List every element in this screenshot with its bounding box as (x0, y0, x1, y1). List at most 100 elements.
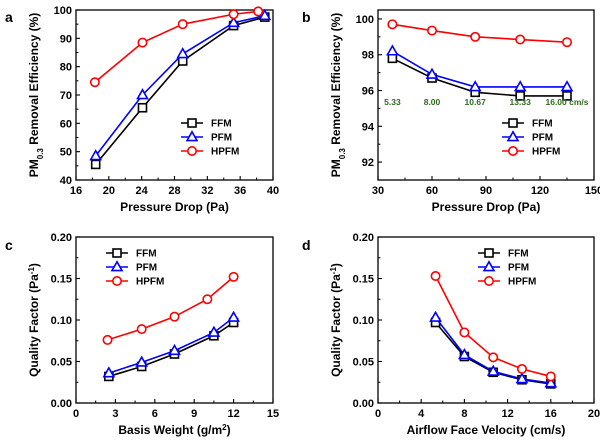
x-tick-label: 8 (461, 408, 467, 420)
x-tick-label: 40 (267, 185, 279, 197)
series-pfm (102, 310, 240, 378)
x-axis-label: Basis Weight (g/m2) (118, 423, 230, 438)
legend-marker (482, 260, 496, 272)
x-tick-label: 15 (267, 408, 279, 420)
data-point (176, 47, 190, 59)
panel-label: a (5, 9, 13, 25)
y-tick-label: 80 (60, 62, 72, 74)
x-tick-label: 0 (73, 408, 79, 420)
y-tick-label: 0.20 (353, 232, 374, 244)
y-axis-label: Quality Factor (Pa-1) (27, 263, 42, 377)
series-line (95, 16, 266, 165)
legend-marker (112, 275, 123, 286)
data-point (426, 25, 437, 36)
data-point (168, 343, 181, 356)
legend: FFM PFM HPFM (181, 118, 239, 158)
panel-d: d 0 4 8 12 16 20 0.00 0.05 0.10 0.15 0.20 Airflow Fa… (302, 232, 600, 437)
data-point (137, 37, 148, 48)
y-tick-label: 0.00 (353, 398, 374, 410)
y-tick-label: 92 (362, 157, 374, 169)
velocity-annotation: 10.67 (465, 97, 487, 107)
data-point (515, 372, 529, 384)
legend-marker (187, 146, 198, 157)
legend-label: PFM (508, 263, 529, 274)
panel-c: c 0 3 6 9 12 15 0.00 0.05 0.10 0.15 0.20 Basis Weigh… (5, 232, 279, 437)
y-tick-label: 0.15 (353, 274, 374, 286)
y-axis-label: PM0.3 Removal Efficiency (%) (329, 13, 347, 178)
data-point (560, 80, 574, 92)
legend-marker (506, 130, 520, 142)
data-point (562, 91, 572, 101)
x-tick-label: 20 (103, 185, 115, 197)
legend-label: HPFM (508, 277, 536, 288)
x-axis-label: Pressure Drop (Pa) (432, 200, 541, 214)
series-ffm (387, 53, 572, 101)
x-tick-label: 32 (201, 185, 213, 197)
data-point (425, 67, 439, 79)
legend-label: FFM (508, 249, 529, 260)
y-axis-label: Quality Factor (Pa-1) (329, 263, 344, 377)
data-point (515, 91, 526, 101)
data-point (90, 159, 101, 170)
data-point (561, 37, 572, 48)
series-pfm (89, 8, 272, 161)
legend-label: HPFM (136, 277, 164, 288)
plot-frame (75, 9, 274, 181)
x-tick-label: 90 (480, 185, 492, 197)
data-point (513, 80, 527, 92)
legend-label: HPFM (211, 147, 239, 158)
velocity-annotation: 13.33 (510, 97, 532, 107)
y-tick-label: 50 (60, 147, 72, 159)
x-tick-label: 120 (531, 185, 549, 197)
legend-marker (110, 260, 124, 272)
y-tick-label: 90 (60, 33, 72, 45)
data-point (177, 19, 188, 30)
y-tick-label: 94 (362, 121, 375, 133)
x-tick-label: 30 (372, 185, 384, 197)
data-point (136, 88, 149, 100)
plot-frame (377, 9, 595, 181)
legend-label: FFM (136, 249, 157, 260)
series-line (392, 23, 568, 44)
velocity-annotation: 16.00 cm/s (545, 97, 588, 107)
data-point (515, 34, 526, 45)
data-point (227, 15, 240, 28)
x-tick-label: 28 (168, 185, 180, 197)
data-point (227, 310, 240, 322)
y-tick-label: 100 (54, 5, 72, 17)
x-tick-label: 6 (152, 408, 158, 420)
legend-label: PFM (136, 263, 157, 274)
legend-marker (508, 118, 518, 128)
panel-a: a 16 20 24 28 32 36 40 40 50 60 70 80 90 100 Pressure D… (5, 5, 279, 214)
x-tick-label: 12 (501, 408, 513, 420)
data-point (488, 352, 499, 363)
panel-b: b 30 60 90 120 150 92 94 96 98 100 Pressure Drop (P… (302, 9, 600, 214)
y-tick-label: 0.00 (51, 398, 72, 410)
data-point (102, 334, 113, 345)
y-tick-label: 40 (60, 175, 72, 187)
y-axis-label: PM0.3 Removal Efficiency (%) (27, 13, 45, 178)
data-point (89, 77, 100, 88)
data-point (102, 366, 116, 378)
data-point (207, 325, 221, 337)
legend-label: FFM (211, 119, 232, 130)
data-point (459, 327, 470, 338)
data-point (135, 355, 149, 367)
panel-label: d (302, 237, 311, 253)
x-tick-label: 12 (227, 408, 239, 420)
data-point (470, 31, 481, 42)
legend-label: PFM (211, 133, 232, 144)
y-tick-label: 0.05 (353, 357, 374, 369)
y-tick-label: 96 (362, 86, 374, 98)
series-hpfm (387, 19, 572, 48)
series-line (391, 50, 567, 88)
data-point (228, 271, 239, 282)
y-tick-label: 98 (362, 50, 374, 62)
x-tick-label: 60 (426, 185, 438, 197)
data-point (89, 149, 103, 161)
data-point (387, 19, 398, 30)
y-tick-label: 0.05 (51, 357, 72, 369)
y-tick-label: 70 (60, 90, 72, 102)
series-hpfm (89, 6, 264, 88)
legend-marker (112, 248, 122, 258)
